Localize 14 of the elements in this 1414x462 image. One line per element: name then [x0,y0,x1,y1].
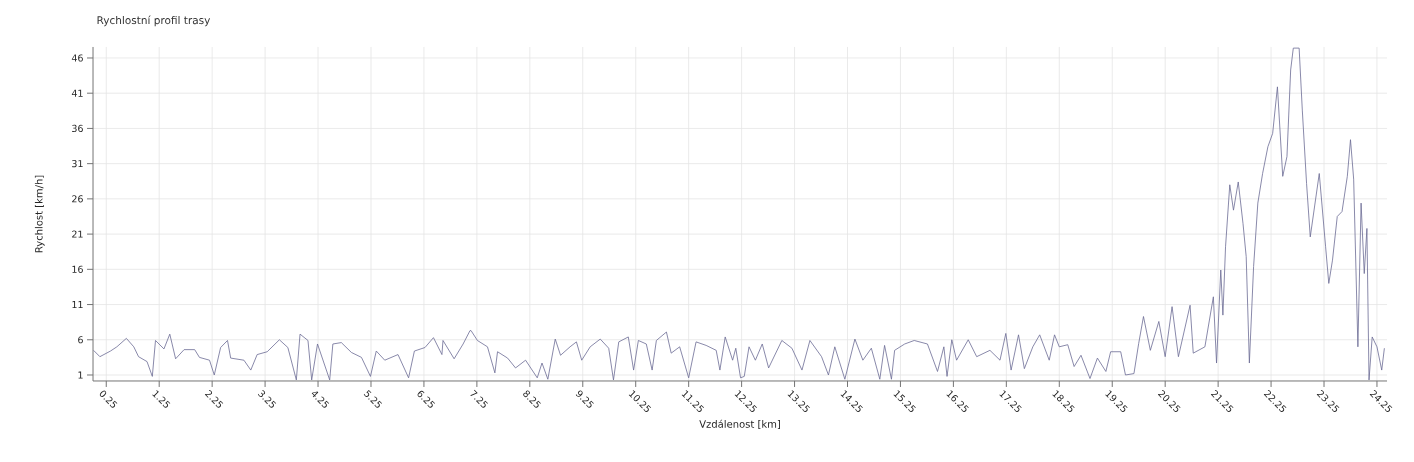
y-axis-title: Rychlost [km/h] [34,175,45,253]
line-series [93,47,1385,381]
y-tick-label: 36 [72,124,83,133]
y-tick-label: 6 [78,336,83,344]
y-tick-label: 46 [71,54,83,62]
y-tick-label: 11 [72,301,83,309]
chart-title: Rychlostní profil trasy [97,15,211,27]
x-axis-title: Vzdálenost [km] [699,419,780,429]
y-tick-label: 26 [72,195,83,203]
y-tick-label: 31 [72,160,83,168]
y-tick-label: 16 [72,265,83,273]
y-tick-label: 41 [71,89,83,97]
y-tick-label: 21 [72,230,83,238]
y-tick-label: 1 [78,371,83,379]
